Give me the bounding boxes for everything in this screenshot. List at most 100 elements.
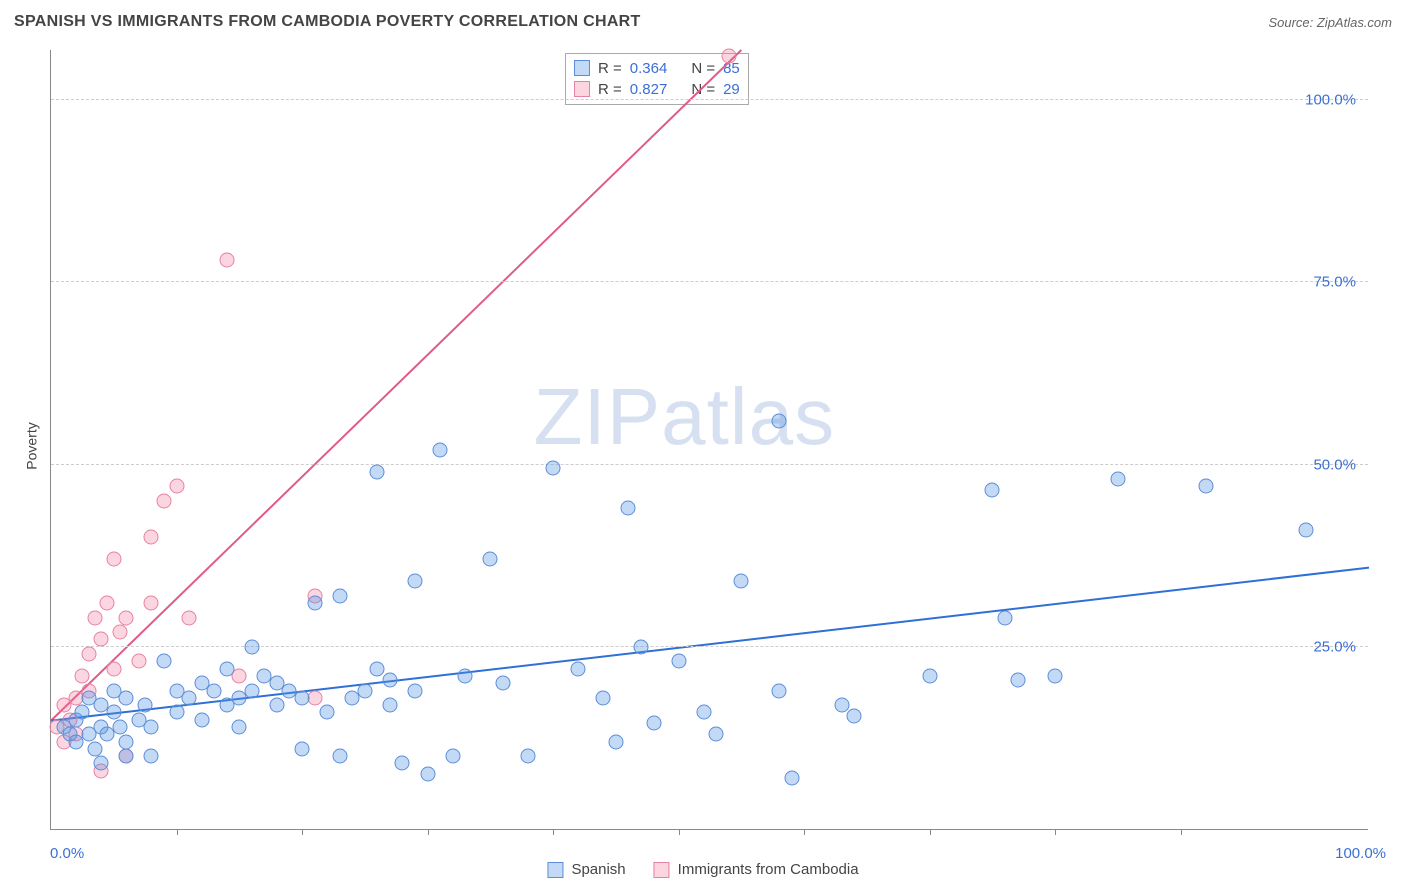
x-tick-mark	[428, 829, 429, 835]
scatter-point-spanish	[194, 712, 209, 727]
scatter-point-spanish	[433, 442, 448, 457]
x-tick-mark	[1181, 829, 1182, 835]
scatter-point-spanish	[1010, 672, 1025, 687]
scatter-point-spanish	[75, 705, 90, 720]
legend-item-cambodia: Immigrants from Cambodia	[654, 861, 859, 878]
scatter-point-spanish	[232, 719, 247, 734]
scatter-point-spanish	[219, 661, 234, 676]
scatter-point-spanish	[1110, 472, 1125, 487]
scatter-point-spanish	[445, 749, 460, 764]
scatter-point-spanish	[332, 588, 347, 603]
scatter-point-spanish	[633, 639, 648, 654]
gridline	[51, 464, 1368, 465]
scatter-point-cambodia	[169, 479, 184, 494]
scatter-point-spanish	[408, 683, 423, 698]
x-tick-mark	[804, 829, 805, 835]
x-tick-mark	[553, 829, 554, 835]
scatter-point-spanish	[144, 749, 159, 764]
y-axis-label: Poverty	[24, 422, 40, 469]
scatter-point-spanish	[847, 709, 862, 724]
scatter-point-spanish	[138, 698, 153, 713]
legend-label-cambodia: Immigrants from Cambodia	[678, 861, 859, 878]
scatter-point-spanish	[420, 767, 435, 782]
plot-area: ZIPatlas R = 0.364 N = 85 R = 0.827 N = …	[50, 50, 1368, 830]
legend-label-spanish: Spanish	[571, 861, 625, 878]
scatter-point-spanish	[772, 683, 787, 698]
x-tick-mark	[177, 829, 178, 835]
scatter-point-spanish	[608, 734, 623, 749]
scatter-point-cambodia	[113, 625, 128, 640]
scatter-point-cambodia	[219, 253, 234, 268]
y-tick-label: 50.0%	[1313, 456, 1356, 473]
scatter-point-spanish	[1198, 479, 1213, 494]
scatter-point-spanish	[307, 596, 322, 611]
scatter-point-spanish	[156, 654, 171, 669]
scatter-point-spanish	[395, 756, 410, 771]
legend-item-spanish: Spanish	[547, 861, 625, 878]
scatter-point-cambodia	[106, 661, 121, 676]
scatter-point-spanish	[113, 719, 128, 734]
scatter-point-spanish	[295, 741, 310, 756]
x-axis-min-label: 0.0%	[50, 845, 84, 862]
x-axis-max-label: 100.0%	[1335, 845, 1386, 862]
scatter-point-cambodia	[721, 49, 736, 64]
scatter-point-cambodia	[87, 610, 102, 625]
trend-line-cambodia	[51, 50, 741, 721]
y-tick-label: 100.0%	[1305, 92, 1356, 109]
scatter-point-cambodia	[106, 552, 121, 567]
scatter-point-spanish	[520, 749, 535, 764]
scatter-point-cambodia	[94, 632, 109, 647]
source-name: ZipAtlas.com	[1317, 15, 1392, 30]
scatter-point-spanish	[546, 461, 561, 476]
source-label: Source:	[1268, 15, 1316, 30]
x-tick-mark	[679, 829, 680, 835]
x-tick-mark	[302, 829, 303, 835]
scatter-point-spanish	[734, 574, 749, 589]
gridline	[51, 281, 1368, 282]
gridline	[51, 99, 1368, 100]
scatter-point-spanish	[94, 756, 109, 771]
scatter-point-spanish	[269, 698, 284, 713]
source-attribution: Source: ZipAtlas.com	[1268, 15, 1392, 30]
scatter-point-spanish	[772, 413, 787, 428]
scatter-point-spanish	[382, 672, 397, 687]
scatter-point-spanish	[1299, 523, 1314, 538]
scatter-point-spanish	[370, 464, 385, 479]
y-tick-label: 75.0%	[1313, 274, 1356, 291]
scatter-point-spanish	[357, 683, 372, 698]
scatter-point-spanish	[169, 705, 184, 720]
scatter-point-spanish	[985, 483, 1000, 498]
scatter-point-spanish	[571, 661, 586, 676]
scatter-point-spanish	[119, 690, 134, 705]
scatter-point-spanish	[621, 501, 636, 516]
legend-swatch-spanish-icon	[547, 862, 563, 878]
scatter-point-spanish	[244, 683, 259, 698]
scatter-point-spanish	[295, 690, 310, 705]
scatter-point-cambodia	[232, 668, 247, 683]
scatter-point-cambodia	[75, 668, 90, 683]
scatter-point-cambodia	[182, 610, 197, 625]
scatter-point-spanish	[382, 698, 397, 713]
x-tick-mark	[930, 829, 931, 835]
scatter-point-cambodia	[156, 493, 171, 508]
scatter-point-spanish	[458, 668, 473, 683]
scatter-point-spanish	[87, 741, 102, 756]
scatter-point-spanish	[671, 654, 686, 669]
scatter-point-spanish	[182, 690, 197, 705]
scatter-point-spanish	[106, 705, 121, 720]
scatter-point-spanish	[370, 661, 385, 676]
scatter-point-spanish	[119, 749, 134, 764]
scatter-point-spanish	[244, 639, 259, 654]
scatter-point-spanish	[709, 727, 724, 742]
scatter-point-cambodia	[131, 654, 146, 669]
scatter-point-spanish	[144, 719, 159, 734]
header: SPANISH VS IMMIGRANTS FROM CAMBODIA POVE…	[0, 0, 1406, 44]
scatter-point-cambodia	[81, 647, 96, 662]
scatter-point-spanish	[646, 716, 661, 731]
scatter-point-spanish	[483, 552, 498, 567]
y-tick-label: 25.0%	[1313, 638, 1356, 655]
legend-swatch-cambodia-icon	[654, 862, 670, 878]
scatter-point-spanish	[784, 770, 799, 785]
scatter-point-spanish	[332, 749, 347, 764]
chart-container: SPANISH VS IMMIGRANTS FROM CAMBODIA POVE…	[0, 0, 1406, 892]
